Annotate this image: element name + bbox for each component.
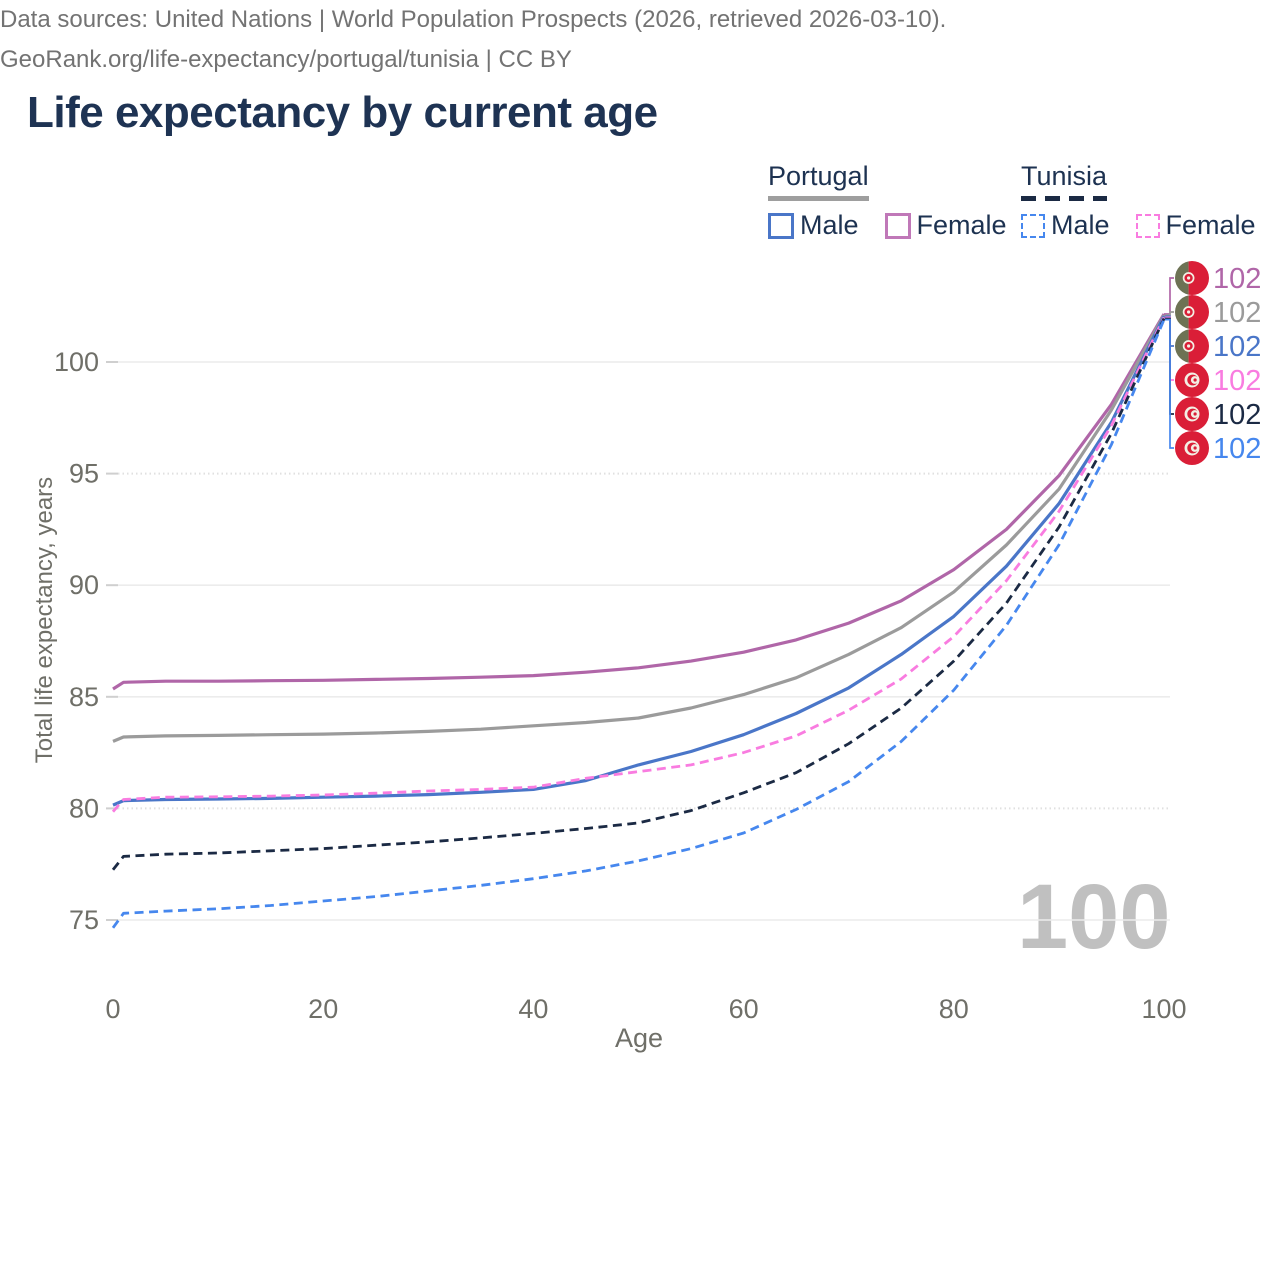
- end-value-label-tunisia-female: 102: [1213, 365, 1261, 397]
- x-tick-label-60: 60: [729, 994, 759, 1024]
- portugal-female-swatch-icon: [884, 212, 911, 239]
- legend-tunisia-label: Tunisia: [1021, 161, 1108, 191]
- x-axis-title: Age: [614, 1023, 664, 1053]
- end-value-label-tunisia: 102: [1213, 399, 1261, 431]
- leader-line-tunisia-female: [1164, 316, 1174, 381]
- series-line-tunisia: [111, 317, 1166, 871]
- series-line-tunisia-male: [111, 319, 1166, 929]
- y-tick-label-80: 80: [69, 793, 99, 823]
- tunisia-male-label: Male: [1051, 210, 1110, 240]
- x-tick-label-100: 100: [1141, 994, 1186, 1024]
- end-value-label-tunisia-male: 102: [1213, 433, 1261, 465]
- portugal-female-label: Female: [916, 210, 1007, 240]
- end-value-label-portugal-female: 102: [1213, 263, 1261, 295]
- footer-data-sources: Data sources: United Nations | World Pop…: [0, 6, 947, 33]
- portugal-flag-icon: [1175, 329, 1209, 363]
- series-line-portugal-male: [112, 315, 1166, 807]
- x-tick-label-20: 20: [308, 994, 338, 1024]
- legend-tunisia-female[interactable]: Female: [1135, 210, 1256, 241]
- portugal-solid-line-swatch: [768, 196, 869, 201]
- tunisia-female-swatch-icon: [1135, 213, 1160, 238]
- legend-tunisia-group: Tunisia Male Female: [1021, 161, 1256, 241]
- legend-portugal-label: Portugal: [768, 161, 869, 191]
- footer-attribution: GeoRank.org/life-expectancy/portugal/tun…: [0, 46, 572, 73]
- leader-line-tunisia-male: [1164, 318, 1174, 449]
- x-tick-label-0: 0: [105, 994, 120, 1024]
- portugal-flag-icon: [1175, 261, 1209, 295]
- end-value-label-portugal-male: 102: [1213, 331, 1261, 363]
- tunisia-male-swatch-icon: [1021, 213, 1045, 238]
- legend-portugal-items: Male Female: [768, 210, 1007, 241]
- portugal-flag-icon: [1175, 295, 1209, 329]
- end-value-label-portugal: 102: [1213, 297, 1261, 329]
- legend-tunisia-header[interactable]: Tunisia: [1021, 161, 1108, 201]
- leader-line-portugal: [1164, 311, 1174, 316]
- y-tick-label-90: 90: [69, 570, 99, 600]
- y-tick-label-95: 95: [69, 459, 99, 489]
- legend-portugal-female[interactable]: Female: [884, 210, 1007, 241]
- footer: Data sources: United Nations | World Pop…: [0, 0, 1280, 80]
- x-tick-label-80: 80: [939, 994, 969, 1024]
- legend-portugal-header[interactable]: Portugal: [768, 161, 869, 201]
- y-tick-label-100: 100: [54, 347, 99, 377]
- tunisia-dashed-line-swatch: [1021, 196, 1108, 201]
- y-tick-label-75: 75: [69, 905, 99, 935]
- portugal-male-label: Male: [800, 210, 859, 240]
- y-tick-label-85: 85: [69, 682, 99, 712]
- series-line-portugal-female: [112, 313, 1166, 691]
- tunisia-flag-icon: [1175, 397, 1209, 431]
- legend-portugal-male[interactable]: Male: [768, 210, 859, 241]
- leader-line-tunisia: [1164, 317, 1174, 415]
- tunisia-female-label: Female: [1165, 210, 1256, 240]
- tunisia-flag-icon: [1175, 431, 1209, 465]
- series-line-portugal: [112, 314, 1166, 743]
- portugal-male-swatch-icon: [768, 212, 794, 239]
- legend-tunisia-male[interactable]: Male: [1021, 210, 1110, 241]
- age-watermark: 100: [1017, 866, 1171, 968]
- tunisia-flag-icon: [1175, 363, 1209, 397]
- legend-tunisia-items: Male Female: [1021, 210, 1256, 241]
- legend-portugal-group: Portugal Male Female: [768, 161, 1007, 241]
- series-line-tunisia-female: [111, 316, 1166, 813]
- page-title: Life expectancy by current age: [27, 88, 658, 137]
- leader-line-portugal-female: [1164, 277, 1174, 315]
- x-tick-label-40: 40: [518, 994, 548, 1024]
- leader-line-portugal-male: [1164, 315, 1174, 347]
- y-axis-title: Total life expectancy, years: [31, 476, 58, 764]
